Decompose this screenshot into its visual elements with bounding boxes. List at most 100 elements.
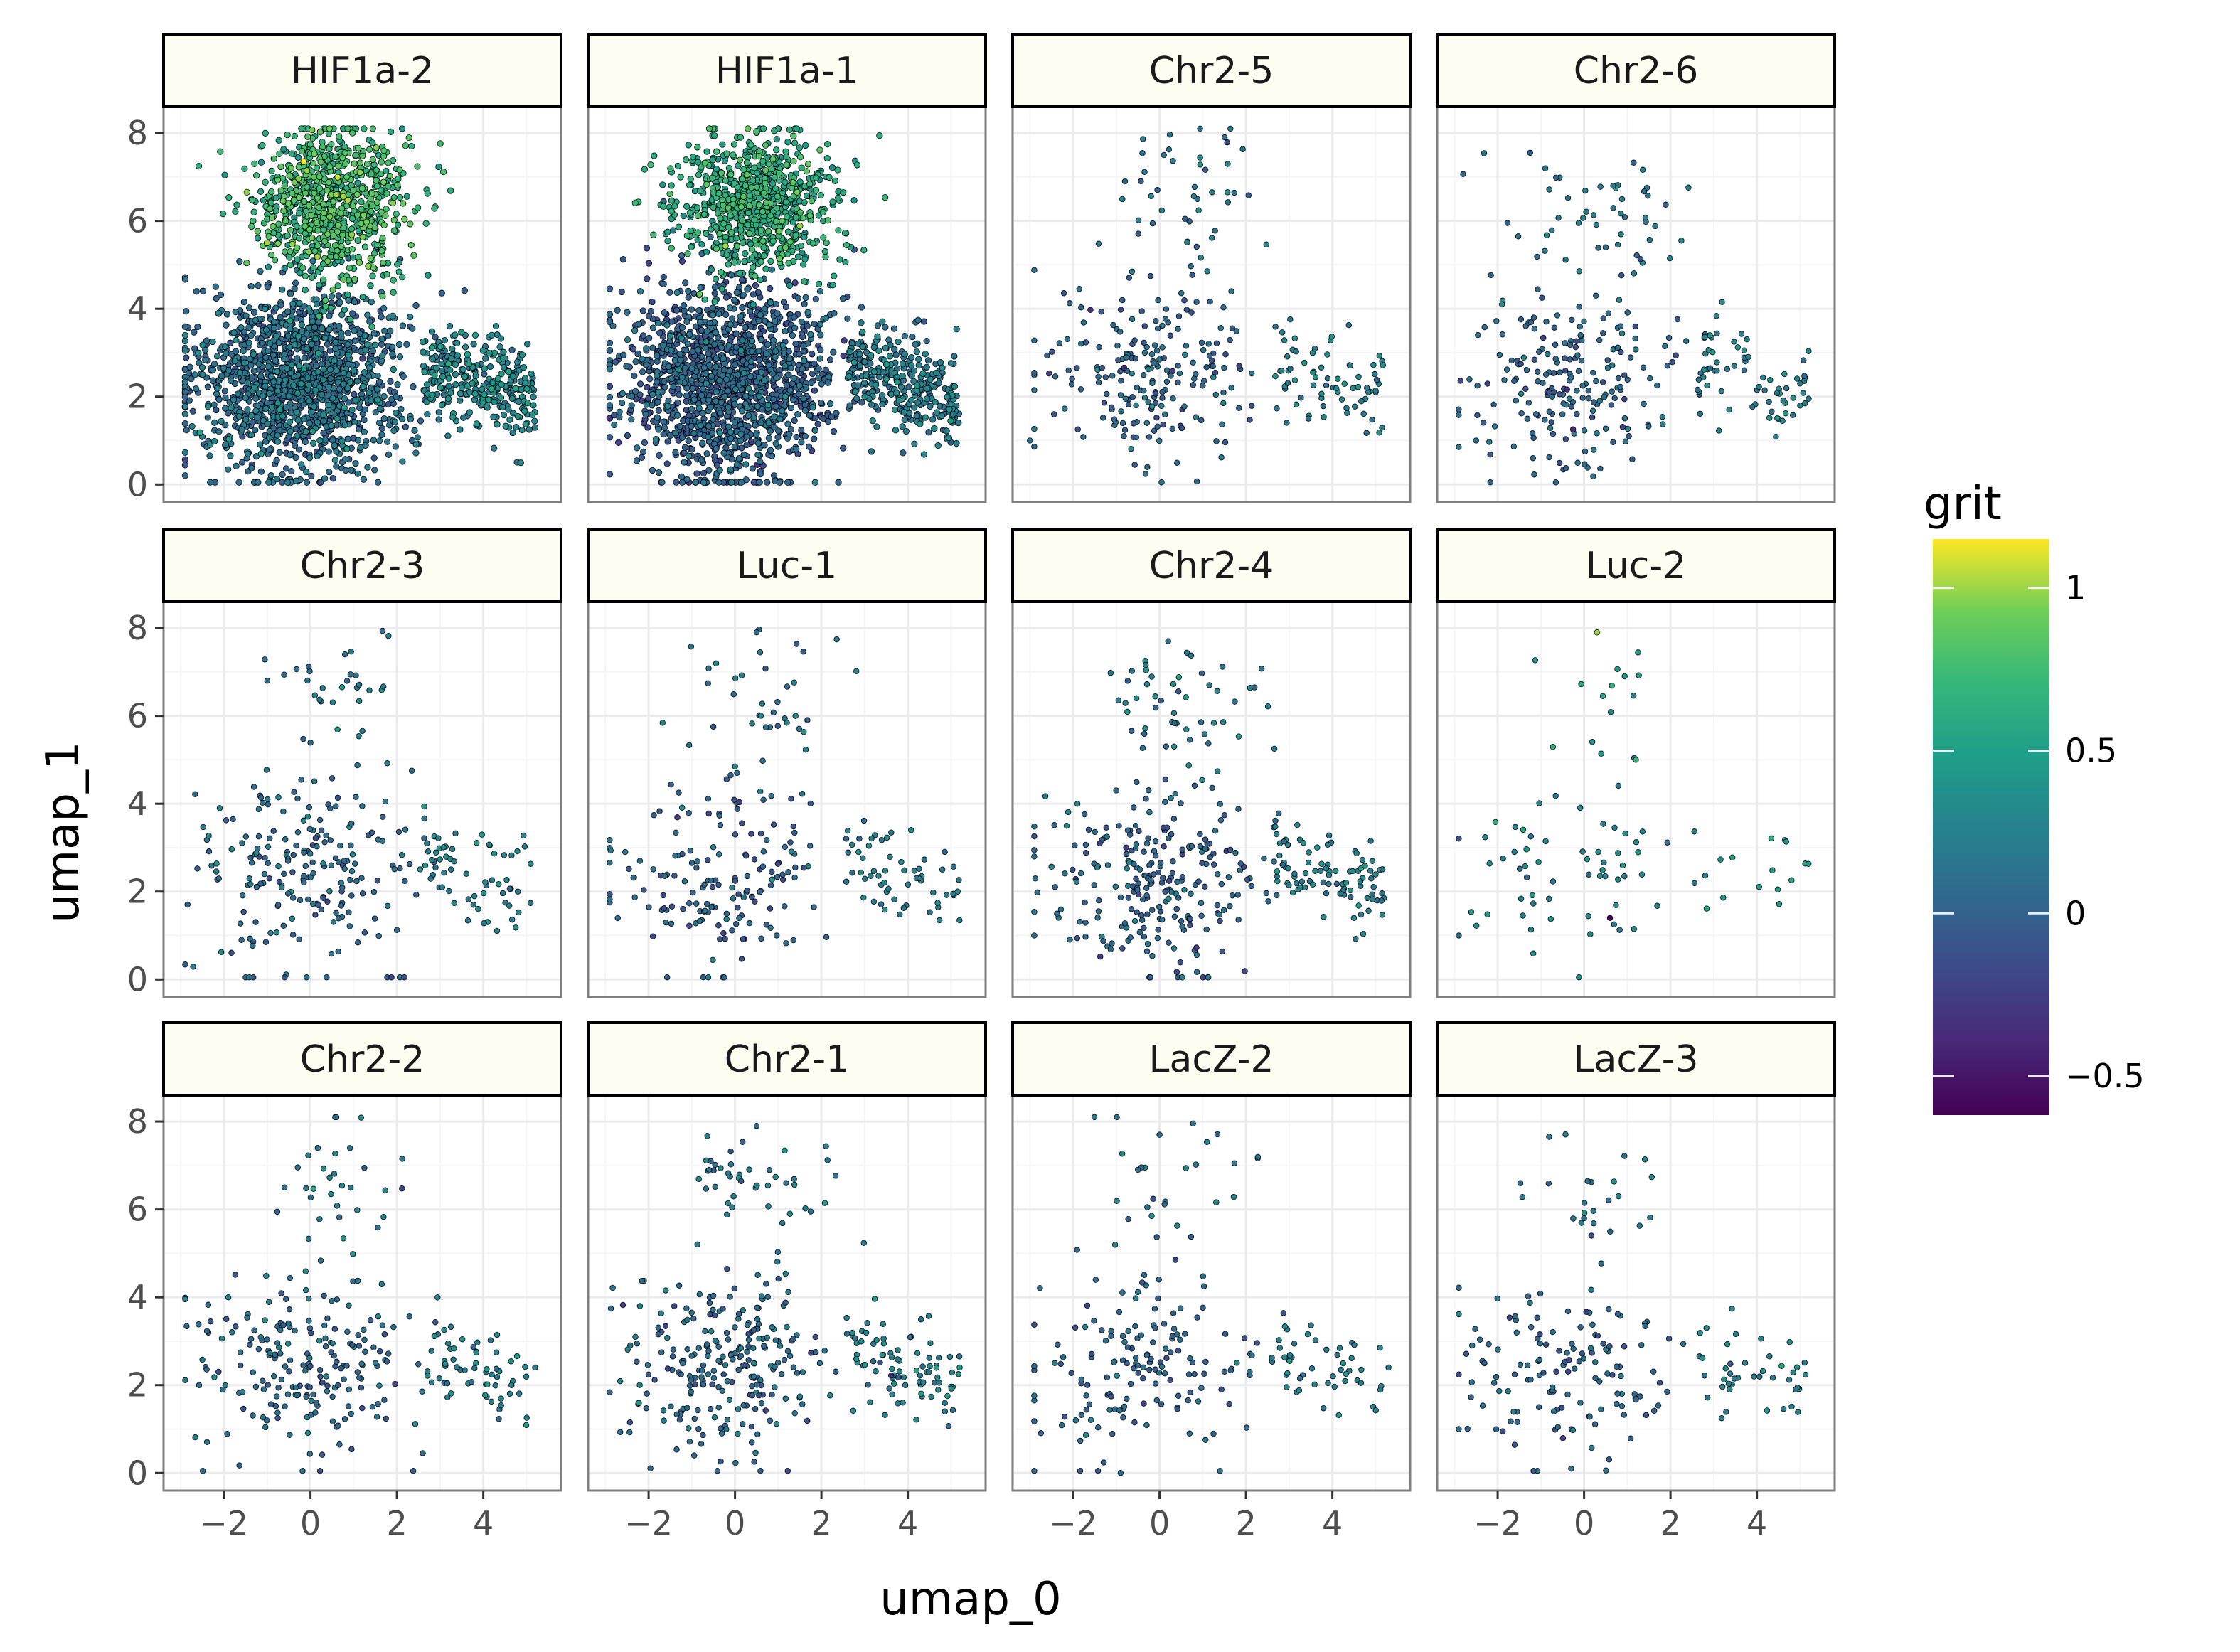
data-point — [379, 235, 386, 242]
data-point — [793, 125, 800, 132]
data-point — [765, 435, 772, 442]
data-point — [309, 427, 316, 435]
data-point — [757, 311, 764, 319]
data-point — [870, 368, 878, 375]
data-point — [234, 390, 242, 398]
data-point — [457, 426, 464, 433]
data-point — [643, 245, 651, 252]
data-point — [482, 355, 489, 362]
data-point — [303, 167, 311, 174]
data-point — [391, 418, 399, 425]
data-point — [485, 396, 492, 403]
data-point — [713, 445, 720, 452]
data-point — [844, 315, 851, 322]
data-point — [784, 420, 791, 427]
data-point — [915, 362, 922, 369]
data-point — [750, 301, 757, 308]
data-point — [356, 159, 364, 166]
data-point — [816, 288, 824, 295]
data-point — [715, 479, 722, 486]
data-point — [421, 368, 428, 375]
data-point — [524, 341, 531, 348]
data-point — [363, 341, 371, 348]
data-point — [755, 356, 763, 363]
data-point — [716, 430, 723, 437]
data-point — [248, 374, 255, 381]
data-point — [342, 160, 349, 168]
data-point — [787, 364, 794, 371]
data-point — [796, 382, 804, 389]
data-point — [321, 209, 328, 217]
data-point — [665, 397, 672, 405]
data-point — [332, 345, 339, 353]
data-point — [710, 415, 717, 422]
data-point — [284, 232, 291, 239]
data-point — [506, 416, 513, 423]
data-point — [698, 353, 705, 361]
data-point — [791, 279, 799, 287]
data-point — [274, 240, 282, 247]
data-point — [947, 360, 955, 367]
data-point — [802, 294, 809, 302]
data-point — [807, 331, 814, 338]
data-point — [496, 343, 503, 351]
data-point — [288, 150, 295, 157]
data-point — [319, 376, 327, 383]
data-point — [295, 193, 303, 201]
data-point — [720, 449, 727, 457]
data-point — [249, 418, 256, 426]
data-point — [348, 231, 356, 238]
data-point — [198, 363, 206, 371]
data-point — [341, 422, 348, 429]
data-point — [338, 251, 346, 259]
data-point — [268, 214, 276, 221]
data-point — [220, 364, 228, 371]
data-point — [210, 401, 218, 408]
data-point — [801, 432, 809, 440]
data-point — [346, 265, 353, 272]
data-point — [911, 440, 918, 447]
data-point — [309, 234, 316, 242]
data-point — [370, 437, 378, 444]
data-point — [742, 324, 749, 331]
data-point — [408, 142, 415, 150]
data-point — [294, 355, 301, 362]
data-point — [742, 250, 749, 257]
data-point — [800, 261, 807, 268]
data-point — [218, 372, 225, 379]
data-point — [298, 147, 306, 155]
data-point — [265, 435, 273, 442]
data-point — [618, 288, 625, 296]
data-point — [701, 296, 708, 303]
data-point — [279, 286, 286, 293]
data-point — [339, 154, 346, 161]
data-point — [274, 368, 281, 375]
data-point — [251, 384, 258, 391]
data-point — [682, 346, 690, 353]
data-point — [277, 163, 284, 171]
data-point — [718, 344, 725, 351]
data-point — [221, 343, 229, 351]
data-point — [669, 227, 677, 234]
data-point — [325, 448, 332, 455]
data-point — [920, 451, 928, 458]
data-point — [815, 365, 822, 373]
data-point — [191, 329, 198, 336]
data-point — [685, 142, 692, 149]
data-point — [321, 475, 329, 482]
data-point — [740, 292, 747, 299]
data-point — [953, 326, 960, 333]
data-point — [772, 185, 779, 192]
data-point — [494, 375, 502, 383]
data-point — [509, 429, 516, 437]
data-point — [623, 363, 630, 370]
data-point — [265, 263, 272, 270]
data-point — [905, 383, 912, 390]
data-point — [899, 423, 906, 430]
data-point — [215, 428, 223, 435]
data-point — [654, 378, 661, 385]
data-point — [368, 171, 375, 178]
data-point — [784, 228, 792, 235]
data-point — [831, 177, 838, 184]
data-point — [289, 190, 296, 197]
